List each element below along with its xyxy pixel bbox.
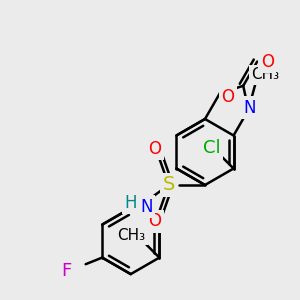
Text: O: O	[148, 140, 161, 158]
Text: O: O	[261, 52, 274, 70]
Text: N: N	[140, 198, 153, 216]
Text: S: S	[163, 176, 175, 194]
Text: O: O	[221, 88, 234, 106]
Text: F: F	[61, 262, 71, 280]
Text: O: O	[148, 212, 161, 230]
Text: H: H	[124, 194, 137, 212]
Text: N: N	[243, 99, 256, 117]
Text: CH₃: CH₃	[118, 228, 146, 243]
Text: CH₃: CH₃	[251, 68, 279, 82]
Text: Cl: Cl	[203, 139, 220, 157]
